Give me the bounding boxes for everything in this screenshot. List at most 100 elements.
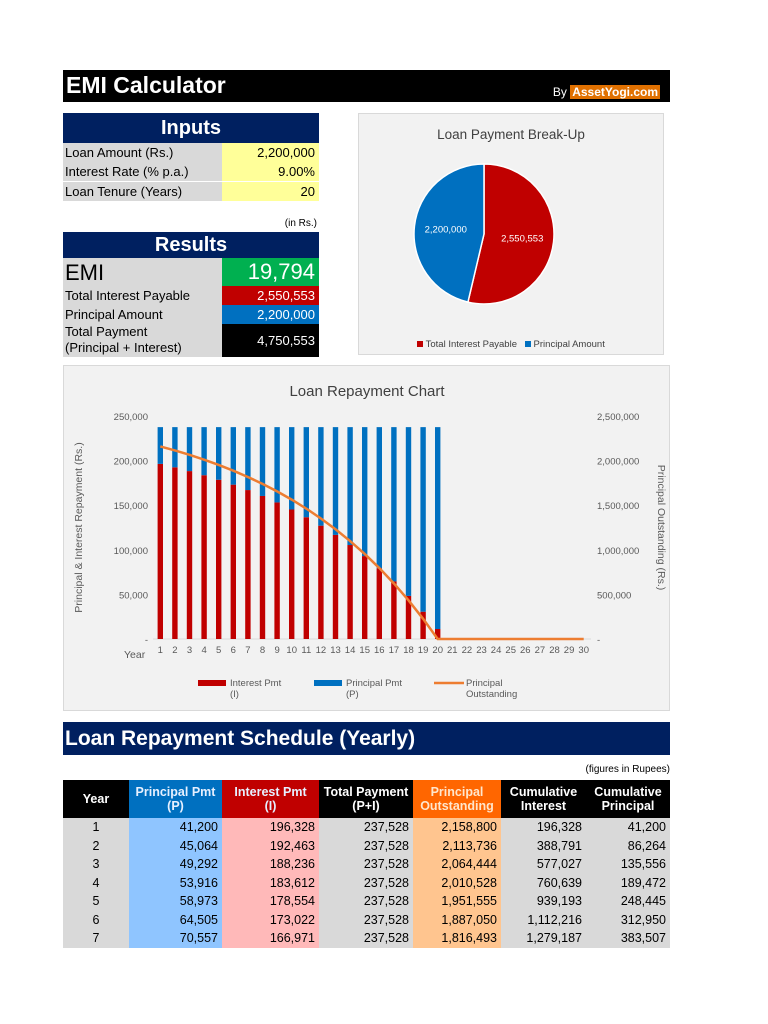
pie-data-label: 2,550,553 <box>501 233 543 244</box>
principal-bar <box>391 427 397 582</box>
x-tick-label: 9 <box>274 645 279 656</box>
x-tick-label: 29 <box>564 645 575 656</box>
table-cell: 1 <box>63 818 129 837</box>
x-tick-label: 27 <box>535 645 546 656</box>
table-cell: 6 <box>63 910 129 929</box>
table-cell: 178,554 <box>222 892 319 911</box>
y2-tick-label: 1,000,000 <box>597 546 639 557</box>
table-cell: 760,639 <box>501 873 586 892</box>
table-cell: 53,916 <box>129 873 222 892</box>
x-tick-label: 4 <box>201 645 206 656</box>
y-tick-label: - <box>145 635 148 646</box>
table-cell: 196,328 <box>501 818 586 837</box>
pie-svg: 2,550,553 2,200,000 <box>413 163 555 305</box>
x-tick-label: 25 <box>505 645 516 656</box>
x-tick-label: 10 <box>286 645 297 656</box>
x-tick-label: 28 <box>549 645 560 656</box>
principal-bar <box>435 427 441 630</box>
pie-chart: Loan Payment Break-Up 2,550,553 2,200,000… <box>358 113 664 355</box>
table-cell: 196,328 <box>222 818 319 837</box>
input-value[interactable]: 2,200,000 <box>222 143 319 162</box>
table-cell: 577,027 <box>501 855 586 874</box>
table-cell: 312,950 <box>586 910 670 929</box>
input-value[interactable]: 9.00% <box>222 162 319 182</box>
total-interest-value: 2,550,553 <box>222 286 319 305</box>
interest-bar <box>172 467 178 639</box>
y2-tick-label: 2,500,000 <box>597 412 639 423</box>
principal-bar <box>318 427 324 526</box>
x-tick-label: 14 <box>345 645 356 656</box>
principal-bar <box>230 427 236 485</box>
total-payment-label: Total Payment <box>65 324 148 339</box>
table-cell: 5 <box>63 892 129 911</box>
input-row: Interest Rate (% p.a.) 9.00% <box>63 162 319 182</box>
table-cell: 70,557 <box>129 929 222 948</box>
column-header: Total Payment (P+I) <box>319 780 413 818</box>
pie-data-label: 2,200,000 <box>425 225 467 236</box>
legend-label: Principal Pmt <box>346 678 402 689</box>
interest-bar <box>420 611 426 639</box>
principal-bar <box>216 427 222 480</box>
x-tick-label: 8 <box>260 645 265 656</box>
table-row: 6 64,505 173,022 237,528 1,887,050 1,112,216 3… <box>63 910 670 929</box>
table-cell: 58,973 <box>129 892 222 911</box>
principal-bar <box>332 427 339 535</box>
table-cell: 383,507 <box>586 929 670 948</box>
by-label: By <box>552 85 567 99</box>
table-cell: 237,528 <box>319 818 413 837</box>
table-cell: 237,528 <box>319 873 413 892</box>
repayment-chart: Loan Repayment Chart - - 50,000 500,000 100,0… <box>63 365 670 711</box>
x-tick-label: 18 <box>403 645 414 656</box>
x-tick-label: 6 <box>231 645 236 656</box>
principal-bar <box>362 427 368 557</box>
x-tick-label: 16 <box>374 645 385 656</box>
x-tick-label: 17 <box>389 645 400 656</box>
inputs-header: Inputs <box>63 113 319 143</box>
pie-title: Loan Payment Break-Up <box>437 127 585 142</box>
table-cell: 4 <box>63 873 129 892</box>
brand-link[interactable]: AssetYogi.com <box>570 85 660 99</box>
table-cell: 7 <box>63 929 129 948</box>
principal-bar <box>405 427 412 596</box>
y2-tick-label: 2,000,000 <box>597 457 639 468</box>
y-axis-label: Principal & Interest Repayment (Rs.) <box>73 442 85 612</box>
outstanding-line <box>159 445 584 641</box>
emi-label: EMI <box>65 260 105 285</box>
table-cell: 45,064 <box>129 836 222 855</box>
y-tick-label: 100,000 <box>114 546 148 557</box>
table-cell: 2,113,736 <box>413 836 501 855</box>
table-cell: 49,292 <box>129 855 222 874</box>
interest-bar <box>391 581 397 639</box>
interest-bar <box>230 484 236 639</box>
x-tick-label: 1 <box>158 645 163 656</box>
x-tick-label: 11 <box>301 645 311 656</box>
y2-tick-label: 1,500,000 <box>597 501 639 512</box>
x-axis-label: Year <box>124 649 146 661</box>
table-cell: 1,951,555 <box>413 892 501 911</box>
x-tick-label: 23 <box>476 645 487 656</box>
legend-label: Interest Pmt <box>230 678 282 689</box>
y-tick-label: 250,000 <box>114 412 148 423</box>
y-tick-label: 150,000 <box>114 501 148 512</box>
principal-bar <box>376 427 382 569</box>
input-label: Loan Amount (Rs.) <box>63 143 222 162</box>
principal-bar <box>303 427 309 518</box>
emi-row: EMI 19,794 <box>63 258 319 286</box>
x-tick-label: 30 <box>578 645 589 656</box>
legend-label: (P) <box>346 689 359 700</box>
table-cell: 41,200 <box>129 818 222 837</box>
principal-bar <box>347 427 353 546</box>
title-bar: EMI Calculator By AssetYogi.com <box>63 70 670 102</box>
principal-bar <box>420 427 426 612</box>
table-cell: 86,264 <box>586 836 670 855</box>
table-cell: 248,445 <box>586 892 670 911</box>
total-payment-label-cell: Total Payment (Principal + Interest) <box>63 324 222 357</box>
table-cell: 237,528 <box>319 836 413 855</box>
interest-bar <box>289 509 295 639</box>
principal-bar <box>259 427 266 496</box>
principal-bar <box>157 427 163 464</box>
principal-value: 2,200,000 <box>222 305 319 324</box>
input-value[interactable]: 20 <box>222 181 319 201</box>
y-tick-label: 200,000 <box>114 457 148 468</box>
schedule-table: Year Principal Pmt (P) Interest Pmt (I) Tot… <box>63 780 670 948</box>
